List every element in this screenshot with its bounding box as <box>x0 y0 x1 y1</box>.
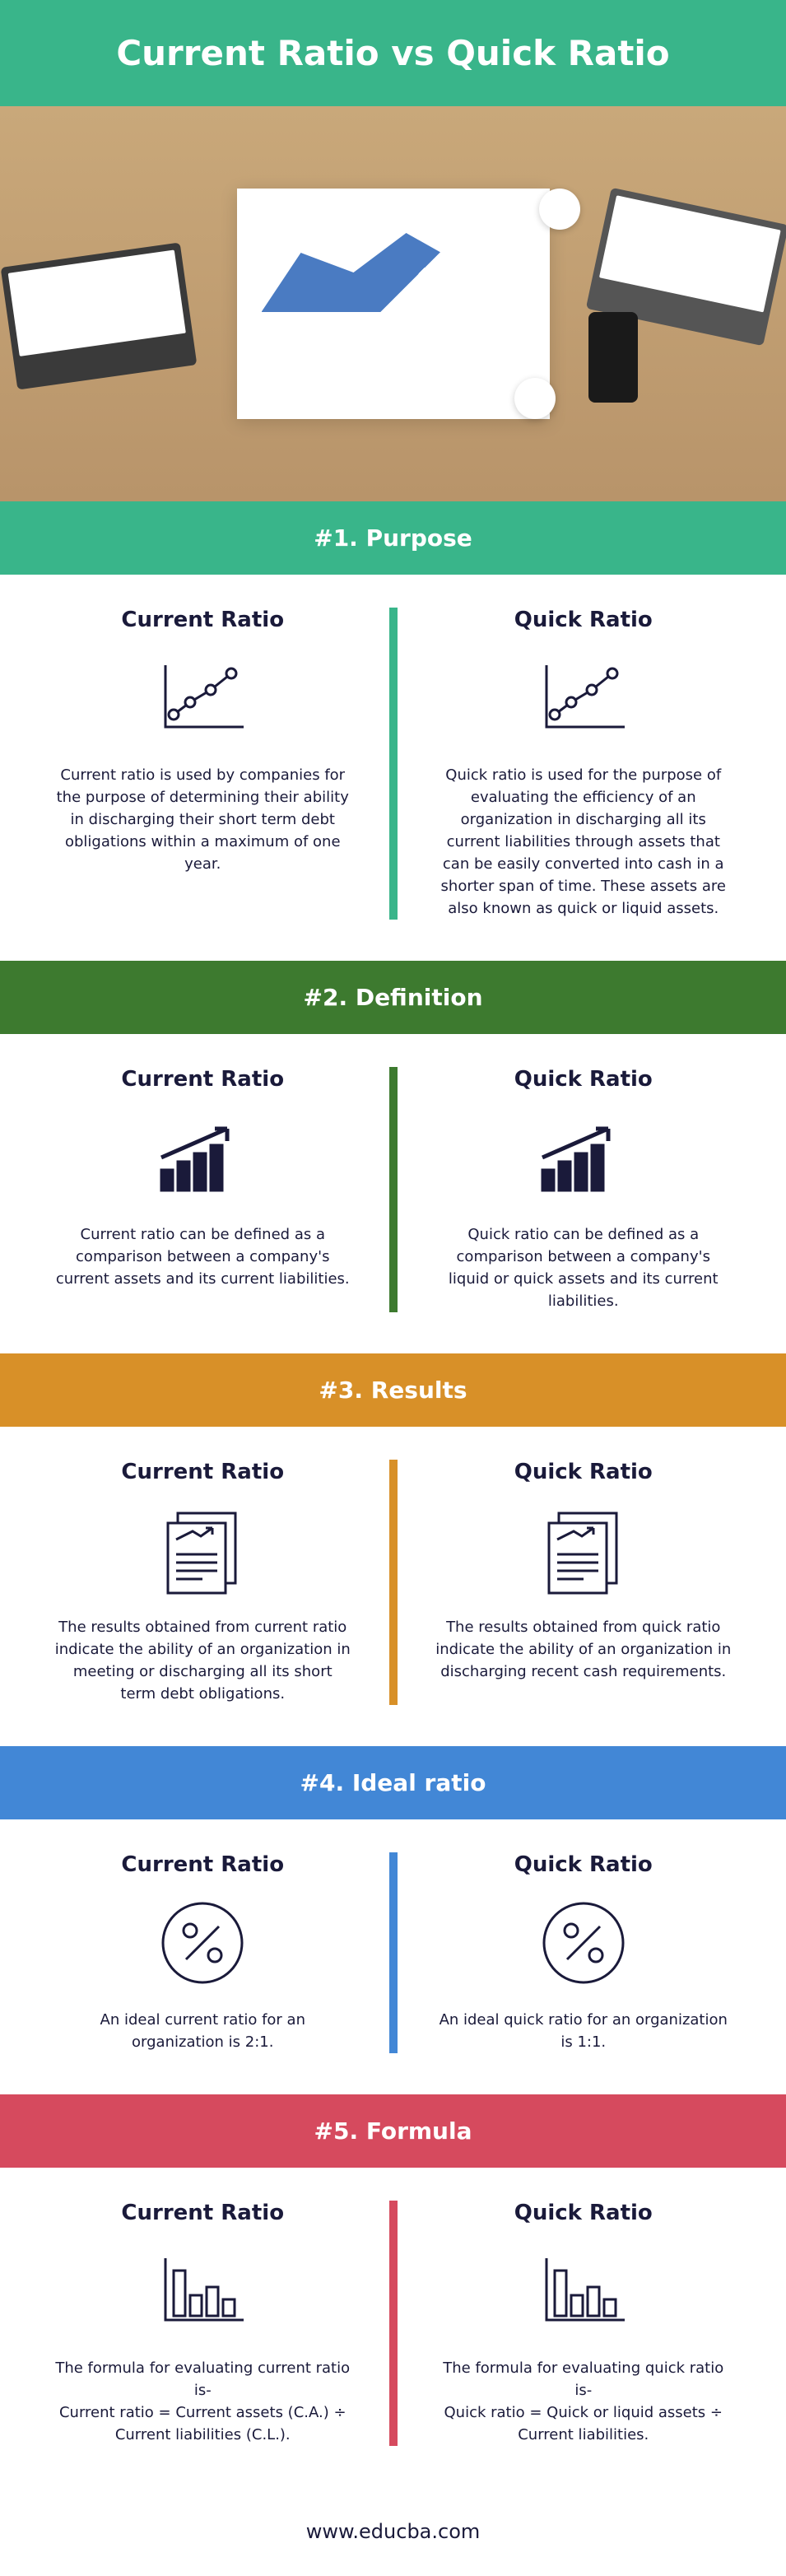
line-chart-icon <box>41 653 365 743</box>
col-title: Quick Ratio <box>422 1460 746 1484</box>
col-desc: The formula for evaluating quick ratio i… <box>435 2357 732 2446</box>
col-desc: The results obtained from current ratio … <box>54 1616 351 1705</box>
col-desc: The formula for evaluating current ratio… <box>54 2357 351 2446</box>
col-desc: Quick ratio is used for the purpose of e… <box>435 764 732 920</box>
footer: www.educba.com <box>0 2487 786 2576</box>
col-title: Current Ratio <box>41 1067 365 1092</box>
col-title: Quick Ratio <box>422 2201 746 2225</box>
col-title: Quick Ratio <box>422 608 746 632</box>
col-left: Current Ratio Current ratio can be defin… <box>16 1067 389 1312</box>
page-header: Current Ratio vs Quick Ratio <box>0 0 786 106</box>
col-left: Current Ratio The formula for evaluating… <box>16 2201 389 2446</box>
bar-chart-icon <box>422 2246 746 2336</box>
section-bar-4: #4. Ideal ratio <box>0 1746 786 1819</box>
cup-illustration <box>539 189 580 230</box>
laptop-illustration <box>1 242 198 389</box>
col-left: Current Ratio The results obtained from … <box>16 1460 389 1705</box>
section-bar-1: #1. Purpose <box>0 501 786 575</box>
divider <box>389 1067 398 1312</box>
col-right: Quick Ratio Quick ratio is used for the … <box>398 608 770 920</box>
col-title: Current Ratio <box>41 1460 365 1484</box>
col-title: Current Ratio <box>41 1852 365 1877</box>
compare-row-5: Current Ratio The formula for evaluating… <box>0 2168 786 2487</box>
section-bar-3: #3. Results <box>0 1353 786 1427</box>
col-title: Quick Ratio <box>422 1067 746 1092</box>
col-left: Current Ratio An ideal current ratio for… <box>16 1852 389 2053</box>
col-right: Quick Ratio Quick ratio can be defined a… <box>398 1067 770 1312</box>
section-bar-5: #5. Formula <box>0 2094 786 2168</box>
col-left: Current Ratio Current ratio is used by c… <box>16 608 389 920</box>
percent-circle-icon <box>41 1898 365 1988</box>
col-title: Current Ratio <box>41 608 365 632</box>
compare-row-3: Current Ratio The results obtained from … <box>0 1427 786 1746</box>
divider <box>389 1460 398 1705</box>
compare-row-1: Current Ratio Current ratio is used by c… <box>0 575 786 961</box>
hero-image <box>0 106 786 501</box>
col-desc: Current ratio is used by companies for t… <box>54 764 351 875</box>
col-desc: An ideal quick ratio for an organization… <box>435 2009 732 2053</box>
footer-text: www.educba.com <box>306 2520 481 2543</box>
col-right: Quick Ratio An ideal quick ratio for an … <box>398 1852 770 2053</box>
percent-circle-icon <box>422 1898 746 1988</box>
divider <box>389 1852 398 2053</box>
col-desc: The results obtained from quick ratio in… <box>435 1616 732 1683</box>
col-desc: Current ratio can be defined as a compar… <box>54 1223 351 1290</box>
divider <box>389 608 398 920</box>
phone-illustration <box>588 312 638 403</box>
chart-paper-illustration <box>237 189 550 419</box>
section-bar-2: #2. Definition <box>0 961 786 1034</box>
col-title: Quick Ratio <box>422 1852 746 1877</box>
col-desc: Quick ratio can be defined as a comparis… <box>435 1223 732 1312</box>
page-title: Current Ratio vs Quick Ratio <box>16 33 770 73</box>
compare-row-2: Current Ratio Current ratio can be defin… <box>0 1034 786 1353</box>
col-title: Current Ratio <box>41 2201 365 2225</box>
col-right: Quick Ratio The results obtained from qu… <box>398 1460 770 1705</box>
report-pages-icon <box>422 1505 746 1595</box>
bar-chart-icon <box>41 2246 365 2336</box>
growth-chart-icon <box>41 1112 365 1203</box>
growth-chart-icon <box>422 1112 746 1203</box>
line-chart-icon <box>422 653 746 743</box>
cup-illustration <box>514 378 556 419</box>
divider <box>389 2201 398 2446</box>
report-pages-icon <box>41 1505 365 1595</box>
col-right: Quick Ratio The formula for evaluating q… <box>398 2201 770 2446</box>
col-desc: An ideal current ratio for an organizati… <box>54 2009 351 2053</box>
compare-row-4: Current Ratio An ideal current ratio for… <box>0 1819 786 2094</box>
